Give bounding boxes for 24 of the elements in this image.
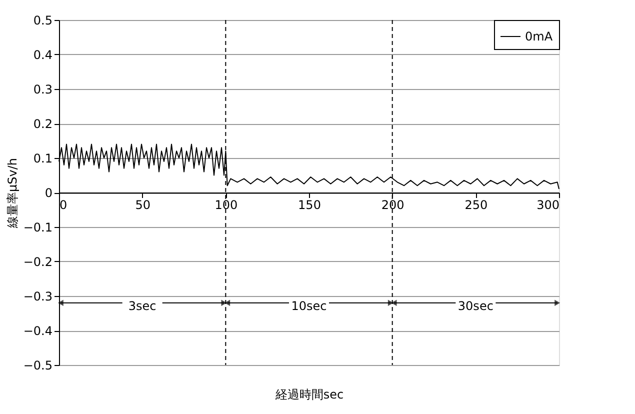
x-tick-label: 300 xyxy=(536,198,560,212)
y-tick-label: 0.4 xyxy=(33,48,52,62)
annotation: 10sec xyxy=(291,298,327,313)
y-tick-label: 0.2 xyxy=(33,117,52,131)
legend-label: 0mA xyxy=(525,30,554,44)
y-tick-label: 0.1 xyxy=(33,152,52,166)
y-tick-label: 0 xyxy=(44,186,52,200)
x-tick-label: 0 xyxy=(60,198,68,212)
annotation: 3sec xyxy=(128,298,156,313)
x-tick-label: 50 xyxy=(135,198,150,212)
annotation: 30sec xyxy=(458,298,494,313)
y-tick-label: −0.2 xyxy=(23,255,52,269)
y-tick-label: −0.3 xyxy=(23,290,52,304)
x-axis-title: 経過時間sec xyxy=(274,388,344,402)
x-tick-label: 200 xyxy=(381,198,404,212)
y-tick-label: −0.5 xyxy=(23,358,52,372)
y-tick-label: −0.4 xyxy=(23,324,52,338)
y-axis-title: 線量率μSv/h xyxy=(5,158,20,230)
x-tick-label: 100 xyxy=(214,198,238,212)
y-tick-label: −0.1 xyxy=(23,220,52,234)
y-tick-label: 0.5 xyxy=(33,14,52,28)
y-tick-label: 0.3 xyxy=(33,82,52,96)
x-tick-label: 150 xyxy=(298,198,321,212)
x-tick-label: 250 xyxy=(464,198,488,212)
